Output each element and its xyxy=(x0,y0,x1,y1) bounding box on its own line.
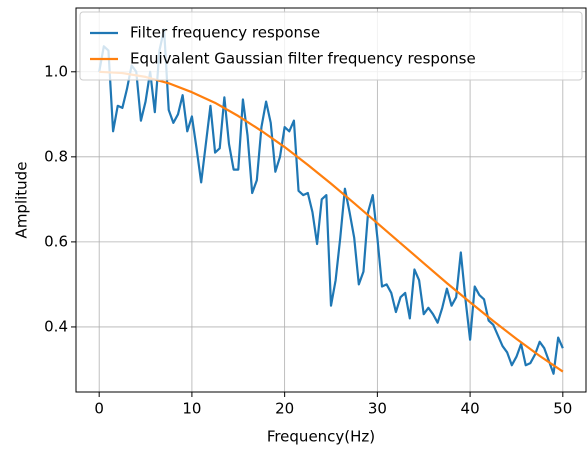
plot-frame xyxy=(75,7,587,393)
y-tick-label: 0.6 xyxy=(44,232,68,250)
x-tick-label: 30 xyxy=(368,400,387,418)
legend-label: Equivalent Gaussian filter frequency res… xyxy=(130,50,476,68)
y-tick-label: 0.8 xyxy=(44,147,68,165)
x-tick-label: 20 xyxy=(275,400,294,418)
x-tick-label: 0 xyxy=(94,400,104,418)
legend-label: Filter frequency response xyxy=(130,24,320,42)
y-axis-label: Amplitude xyxy=(13,162,31,239)
series-line xyxy=(99,70,564,373)
series-line xyxy=(98,28,564,375)
x-tick-label: 50 xyxy=(553,400,572,418)
y-tick-label: 0.4 xyxy=(44,317,68,335)
y-tick-label: 1.0 xyxy=(44,62,68,80)
x-tick-label: 40 xyxy=(461,400,480,418)
x-axis-label: Frequency(Hz) xyxy=(267,428,375,446)
legend-box xyxy=(79,11,583,81)
x-tick-label: 10 xyxy=(182,400,201,418)
